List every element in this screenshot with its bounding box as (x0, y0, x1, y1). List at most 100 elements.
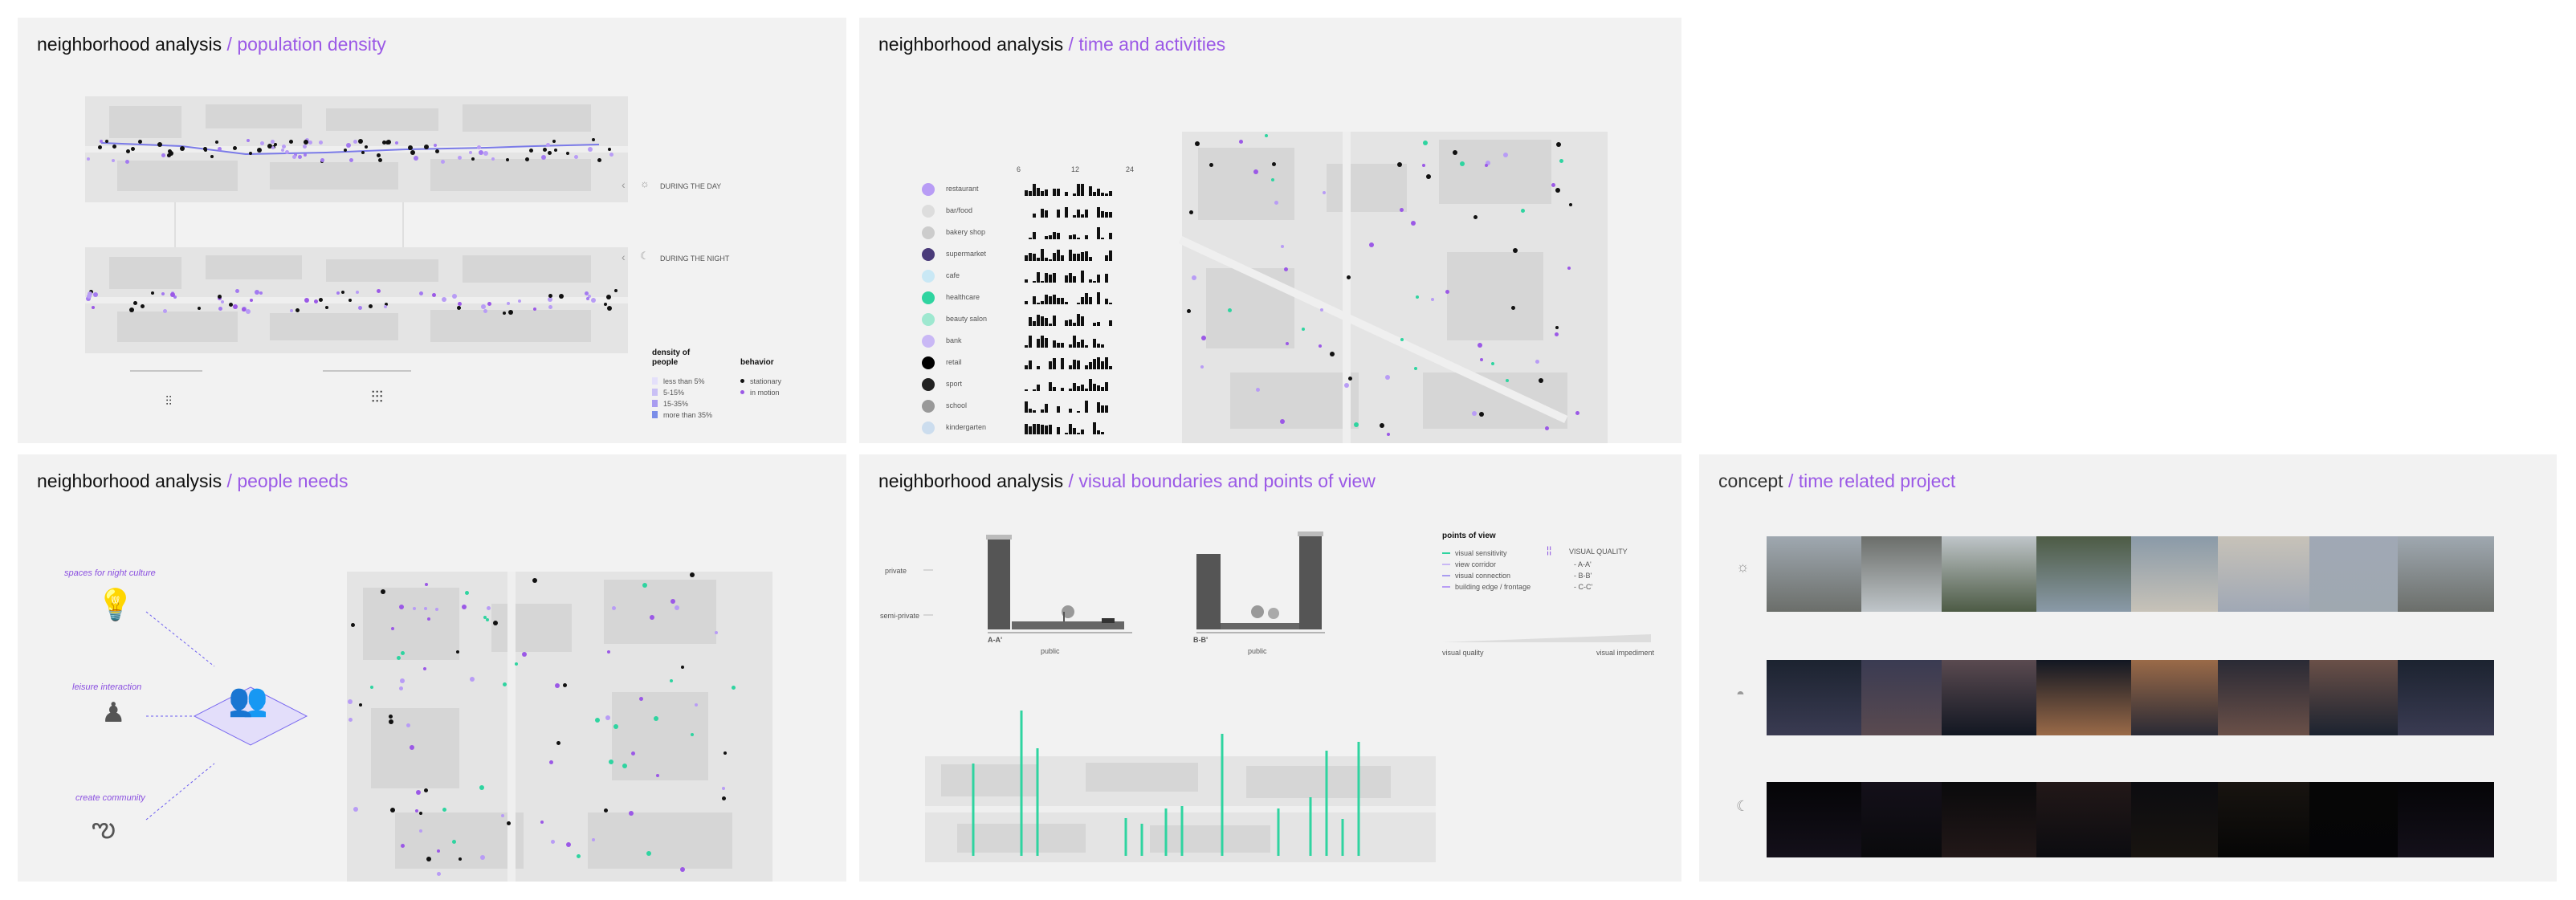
pov-marker (1442, 586, 1450, 588)
map-point (590, 298, 596, 303)
map-point (622, 763, 628, 768)
map-point (649, 615, 654, 621)
map-point (577, 853, 581, 858)
map-point (522, 651, 528, 657)
map-point (233, 303, 238, 309)
map-point (355, 291, 359, 295)
axis-tick-label: 6 (1017, 165, 1021, 173)
photo-tile (2309, 536, 2398, 612)
map-point (694, 703, 698, 707)
map-point (284, 150, 289, 155)
map-point (1452, 149, 1457, 155)
activity-histogram (1025, 292, 1112, 304)
map-point (390, 627, 394, 631)
map-point (370, 686, 374, 690)
map-point (233, 145, 238, 150)
map-point (609, 152, 614, 157)
activity-label: cafe (946, 271, 960, 279)
map-point (1301, 327, 1305, 331)
section-diagrams (923, 531, 1325, 633)
map-point (493, 621, 499, 626)
map-point (1539, 377, 1544, 383)
map-point (86, 293, 92, 299)
photo-tile (2309, 782, 2398, 857)
map-point (423, 144, 429, 149)
map-point (1264, 133, 1268, 137)
map-point (1478, 412, 1484, 417)
map-point (432, 293, 437, 298)
map-point (606, 306, 612, 312)
activity-icon (922, 226, 935, 239)
map-point (410, 150, 416, 156)
map-point (241, 307, 246, 312)
panel-time-activities: neighborhood analysis / time and activit… (859, 18, 1681, 443)
chevron-left-icon: ‹ (622, 250, 626, 263)
map-point (1271, 162, 1276, 167)
photo-strip-dusk (1767, 660, 2494, 735)
map-point (603, 303, 607, 307)
map-point (1555, 188, 1560, 193)
map-point (396, 656, 401, 661)
map-point (161, 153, 165, 158)
photo-tile (2398, 660, 2494, 735)
activity-label: bar/food (946, 206, 973, 214)
map-point (1323, 191, 1327, 195)
map-point (273, 143, 277, 147)
map-point (325, 306, 329, 310)
axis-tick-label: 24 (1126, 165, 1135, 173)
map-point (406, 723, 411, 727)
panel-title: concept / time related project (1718, 470, 1956, 491)
chevron-left-icon: ‹ (622, 178, 626, 191)
map-point (423, 788, 428, 792)
section-a-label: A-A' (988, 636, 1003, 644)
quality-label: - A-A' (1574, 560, 1592, 568)
map-point (441, 297, 446, 302)
map-point (556, 741, 561, 746)
map-point (1320, 308, 1324, 312)
map-point (714, 630, 718, 634)
pov-title: points of view (1442, 531, 1496, 540)
map-point (260, 141, 265, 146)
map-point (218, 147, 222, 152)
map-point (395, 140, 399, 145)
map-point (390, 807, 396, 812)
map-point (1445, 289, 1450, 294)
map-point (675, 605, 680, 611)
map-point (419, 812, 423, 816)
pov-marker (1442, 552, 1450, 554)
map-point (166, 153, 171, 157)
activity-histogram (1025, 271, 1108, 283)
panel-title: neighborhood analysis / population densi… (37, 34, 386, 55)
map-point (1486, 161, 1491, 166)
activity-row: healthcare (922, 290, 1227, 306)
map-point (198, 307, 202, 311)
photo-tile (1767, 660, 1861, 735)
map-point (603, 808, 608, 813)
sun-icon: ☼ (640, 177, 650, 189)
panel-title: neighborhood analysis / people needs (37, 470, 348, 491)
activity-row: restaurant (922, 181, 1227, 198)
photo-tile (1942, 536, 2036, 612)
map-point (349, 158, 354, 163)
map-point (558, 294, 564, 299)
map-point (169, 291, 175, 297)
map-point (458, 301, 463, 306)
map-point (436, 849, 440, 853)
map-point (1415, 295, 1419, 299)
photo-strip-day (1767, 536, 2494, 612)
visual-quality-icon: ¦¦ (1547, 544, 1552, 556)
activity-label: healthcare (946, 293, 980, 301)
map-point (1353, 421, 1359, 427)
map-point (1286, 342, 1290, 346)
activity-icon (922, 291, 935, 304)
activity-icon (922, 356, 935, 369)
map-point (350, 623, 355, 628)
map-point (1384, 375, 1390, 381)
map-point (532, 577, 537, 583)
photo-tile (2036, 782, 2131, 857)
map-point (1386, 433, 1390, 437)
photo-tile (1767, 536, 1861, 612)
map-point (218, 306, 222, 311)
map-point (690, 572, 695, 577)
map-point (591, 837, 595, 841)
